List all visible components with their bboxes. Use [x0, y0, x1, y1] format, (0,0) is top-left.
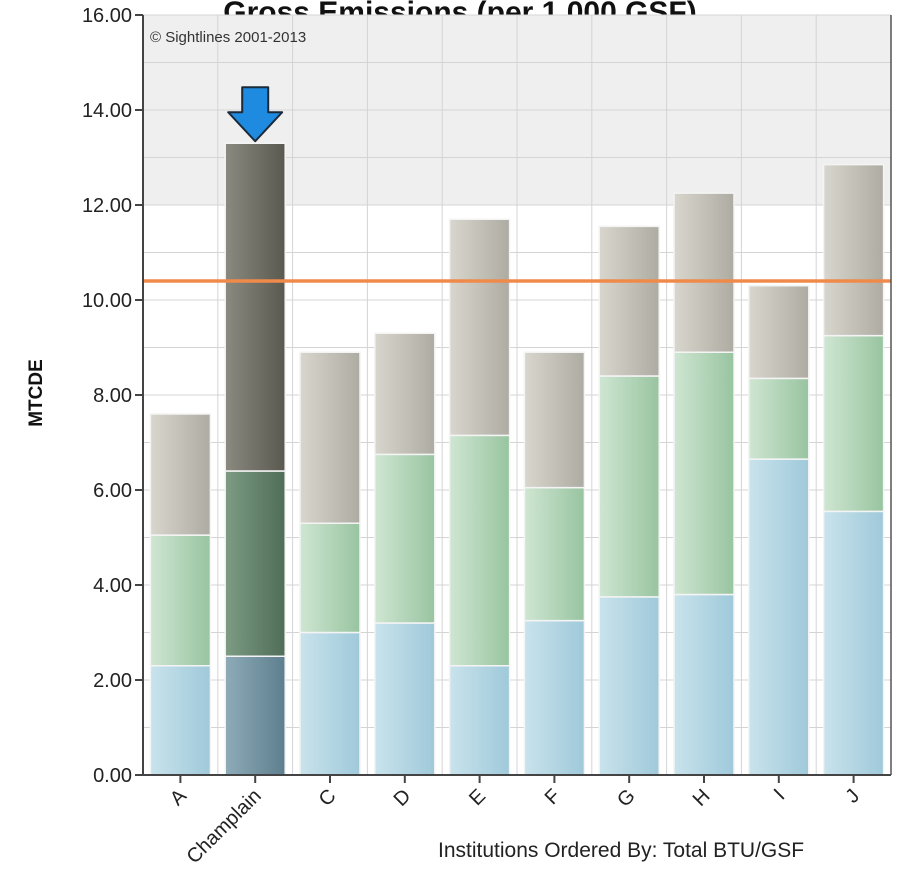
bar-segment-bottom [673, 593, 735, 776]
bar-segment-middle [523, 486, 586, 622]
bar-segment-top [374, 332, 436, 456]
bar-segment-top [149, 413, 212, 536]
bar-segment-middle [748, 377, 810, 460]
copyright-note: © Sightlines 2001-2013 [150, 29, 306, 46]
y-tick-label: 6.00 [93, 480, 132, 502]
x-tick-label: A [166, 785, 191, 810]
y-tick-label: 14.00 [82, 100, 132, 122]
bar-segment-bottom [299, 631, 361, 776]
bar-segment-bottom [523, 619, 586, 776]
y-tick-label: 8.00 [93, 385, 132, 407]
bar-segment-middle [224, 470, 286, 657]
bar-segment-middle [448, 434, 511, 667]
x-tick-label: G [613, 785, 640, 812]
y-tick-label: 4.00 [93, 575, 132, 597]
x-axis-label: Institutions Ordered By: Total BTU/GSF [438, 839, 804, 862]
bar-segment-top [523, 351, 586, 489]
bar-segment-bottom [224, 655, 286, 776]
bar-segment-bottom [748, 458, 810, 776]
y-tick-labels: 0.00 2.00 4.00 6.00 8.00 10.00 12.00 14.00 16.00 [82, 5, 143, 787]
bar-segment-top [448, 218, 511, 437]
bar-segment-top [673, 192, 735, 353]
y-tick-label: 2.00 [93, 670, 132, 692]
bar-segment-top [299, 351, 361, 524]
bar-segment-middle [299, 522, 361, 634]
highlight-arrow-icon [227, 86, 284, 143]
y-axis-label: MTCDE [26, 359, 47, 427]
bar-segment-bottom [374, 622, 436, 776]
y-tick-label: 0.00 [93, 765, 132, 787]
x-tick-label: C [315, 785, 341, 811]
bar-segment-middle [598, 375, 660, 598]
y-tick-label: 12.00 [82, 195, 132, 217]
bar-segment-middle [673, 351, 735, 596]
bar-segment-top [598, 225, 660, 377]
y-tick-label: 16.00 [82, 5, 132, 27]
bar-stacks [149, 142, 885, 776]
bar-segment-top [748, 285, 810, 380]
x-tick-label: H [689, 785, 715, 811]
bar-segment-bottom [822, 510, 885, 776]
y-tick-label: 10.00 [82, 290, 132, 312]
bar-segment-bottom [448, 665, 511, 776]
bar-segment-top [822, 163, 885, 337]
bar-segment-middle [374, 453, 436, 624]
highlight-arrow-group [227, 86, 284, 143]
x-tick-label: Champlain [183, 785, 266, 868]
bar-segment-middle [822, 334, 885, 513]
x-tick-label: D [390, 785, 416, 811]
x-tick-label: E [465, 785, 490, 810]
x-tick-label: I [770, 785, 789, 804]
bar-segment-bottom [598, 596, 660, 776]
x-tick-label: F [541, 785, 565, 809]
x-tick-label: J [842, 785, 865, 808]
bar-segment-top [224, 142, 286, 472]
bar-segment-bottom [149, 665, 212, 776]
bar-segment-middle [149, 534, 212, 667]
